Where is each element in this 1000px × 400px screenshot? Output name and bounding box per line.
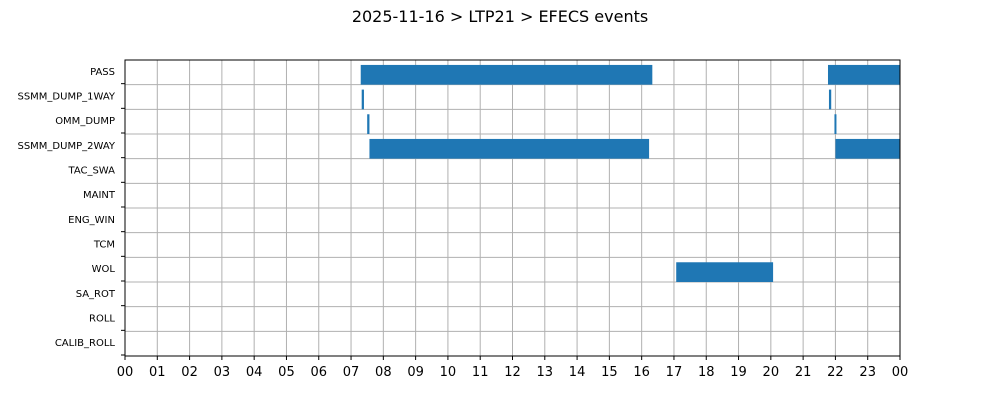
x-tick-label: 20: [763, 365, 780, 380]
y-category-label: TCM: [93, 239, 115, 250]
x-tick-label: 00: [892, 365, 909, 380]
y-category-label: TAC_SWA: [67, 165, 115, 176]
y-category-label: OMM_DUMP: [55, 116, 115, 127]
event-bar: [827, 64, 900, 85]
event-bar: [676, 262, 774, 282]
y-category-label: SA_ROT: [76, 289, 116, 300]
x-tick-label: 16: [633, 365, 650, 380]
y-category-label: PASS: [90, 67, 115, 78]
y-category-label: CALIB_ROLL: [55, 338, 116, 349]
x-tick-label: 07: [343, 365, 360, 380]
x-tick-label: 06: [310, 365, 327, 380]
x-tick-label: 08: [375, 365, 392, 380]
y-category-label: SSMM_DUMP_2WAY: [17, 141, 115, 152]
x-tick-label: 23: [859, 365, 876, 380]
y-category-label: WOL: [92, 264, 116, 275]
x-tick-label: 10: [440, 365, 457, 380]
event-bar: [361, 89, 364, 110]
x-tick-label: 22: [827, 365, 844, 380]
event-bar: [835, 138, 900, 159]
event-bar: [367, 114, 370, 134]
chart-title: 2025-11-16 > LTP21 > EFECS events: [352, 7, 648, 26]
event-bar: [828, 89, 832, 110]
event-bar: [369, 138, 650, 159]
x-tick-label: 14: [569, 365, 586, 380]
event-bar: [834, 114, 837, 134]
axis-layer: 00 01 02 03 04 05 06 07 08 09 10 11 12 13 14 15 16 17 18 19…: [17, 67, 908, 380]
y-category-label: SSMM_DUMP_1WAY: [17, 91, 115, 102]
x-tick-label: 19: [730, 365, 747, 380]
x-tick-label: 02: [181, 365, 198, 380]
x-tick-label: 11: [472, 365, 489, 380]
x-tick-label: 09: [407, 365, 424, 380]
x-tick-label: 00: [117, 365, 134, 380]
bar-layer: [360, 64, 900, 282]
x-tick-label: 13: [537, 365, 554, 380]
x-tick-label: 03: [214, 365, 231, 380]
x-tick-label: 17: [666, 365, 683, 380]
x-tick-label: 05: [278, 365, 295, 380]
x-tick-label: 15: [601, 365, 618, 380]
grid-layer: [124, 60, 901, 356]
x-tick-label: 04: [246, 365, 263, 380]
y-category-label: MAINT: [83, 190, 116, 201]
x-tick-label: 01: [149, 365, 166, 380]
event-bar: [360, 64, 653, 85]
x-tick-label: 12: [504, 365, 521, 380]
x-tick-label: 21: [795, 365, 812, 380]
x-tick-label: 18: [698, 365, 715, 380]
y-category-label: ROLL: [89, 313, 115, 324]
y-category-label: ENG_WIN: [68, 215, 115, 226]
